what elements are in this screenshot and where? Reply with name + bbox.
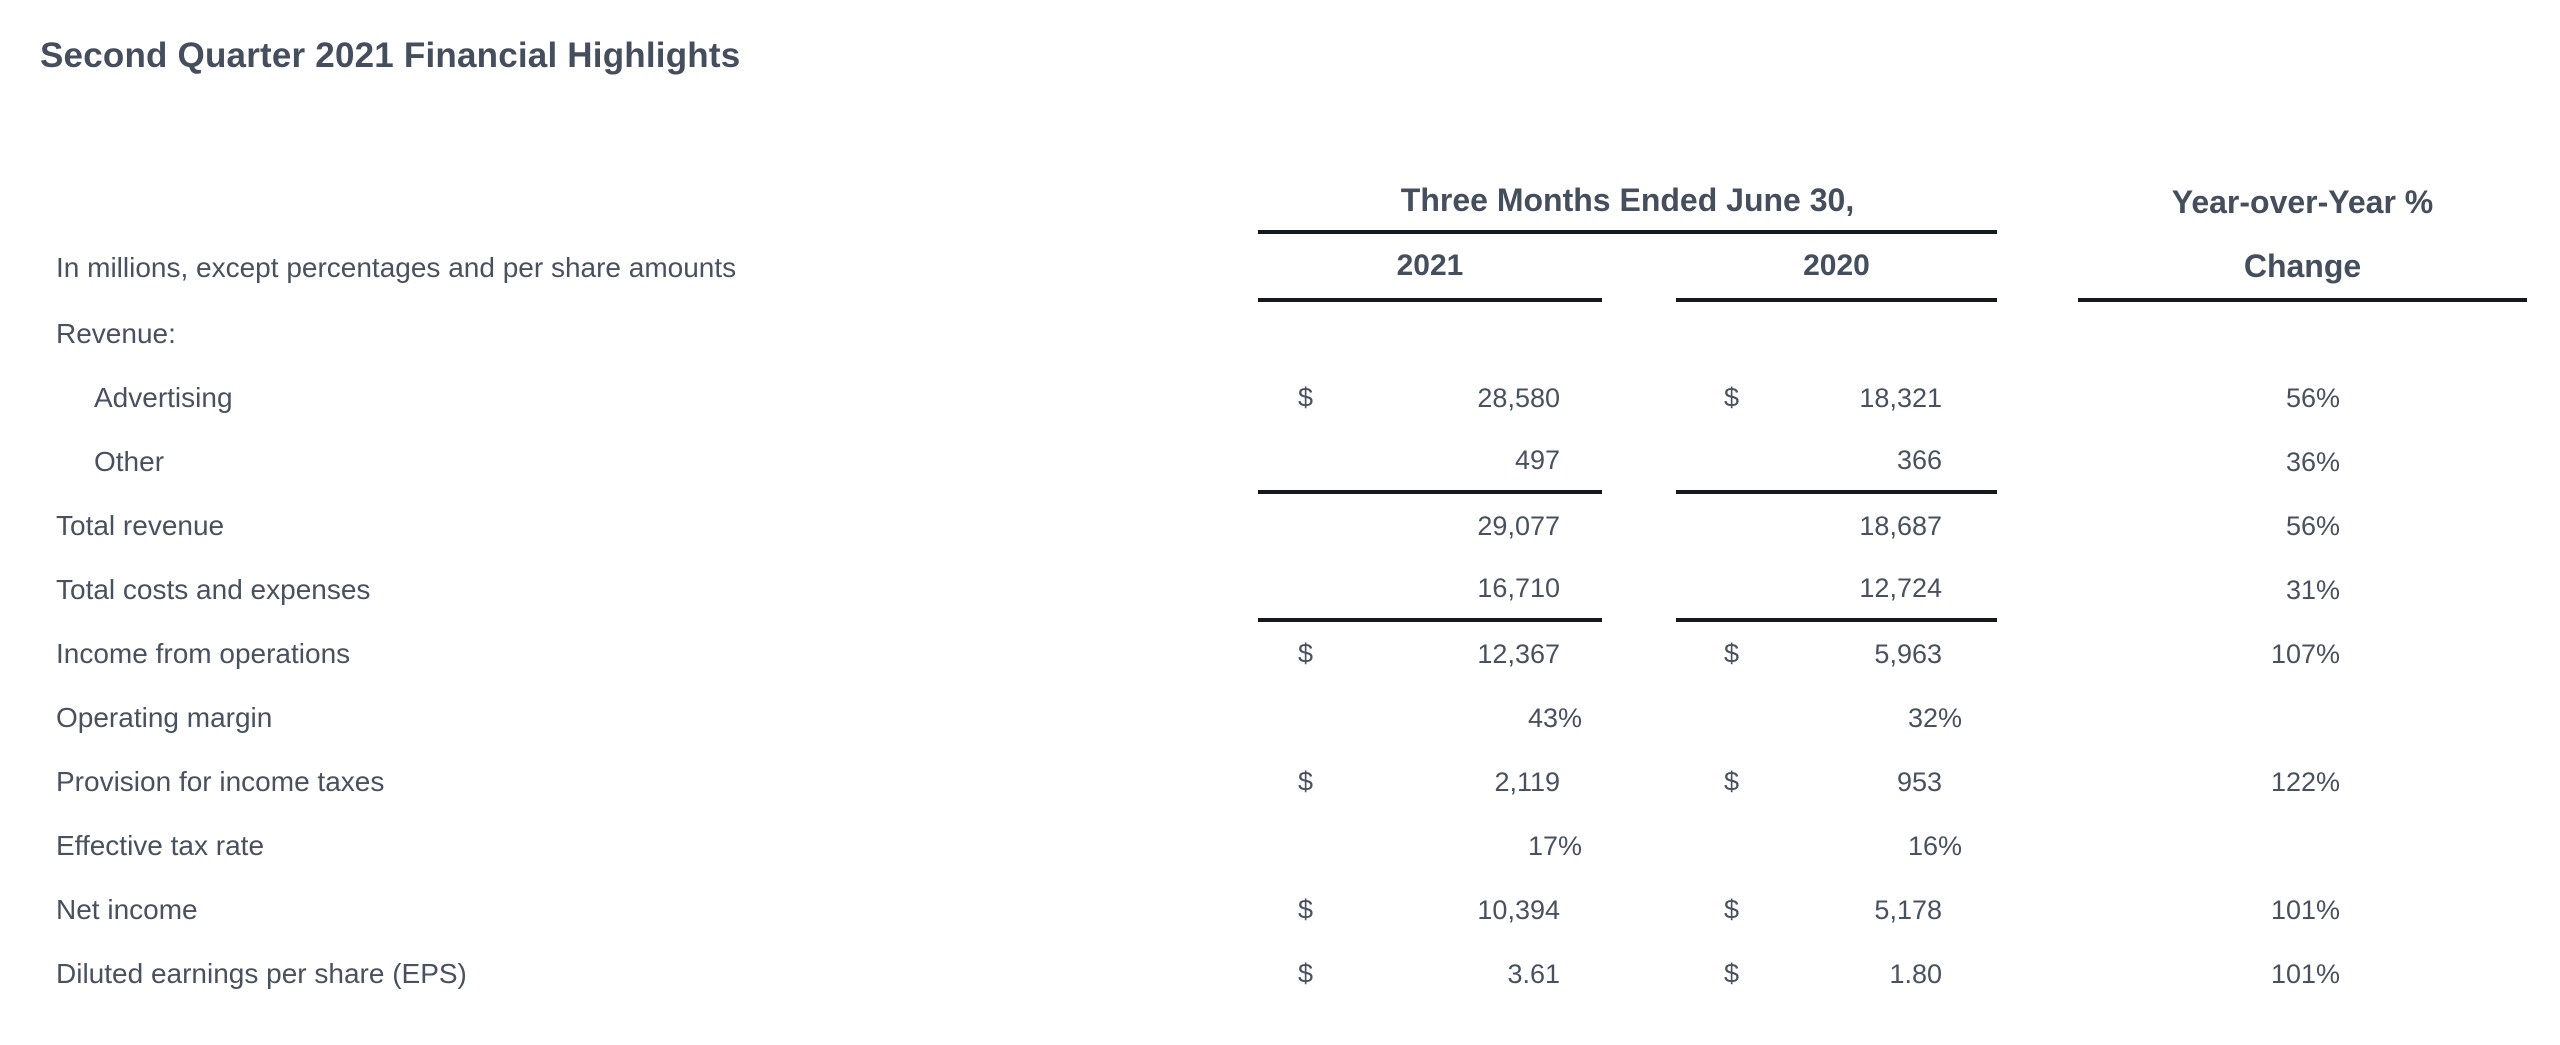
value-2021: 43% [1527, 702, 1582, 733]
value-2020: 5,178 [1874, 894, 1942, 925]
table-row-income-from-operations: Income from operations $12,367 $5,963 10… [40, 622, 2527, 686]
yoy-header-line2: Change [2078, 234, 2527, 302]
yoy-header-line1: Year-over-Year % [2171, 183, 2434, 220]
yoy-value: 122% [2270, 766, 2340, 797]
value-2021: 12,367 [1477, 638, 1560, 669]
table-row-total-costs: Total costs and expenses 16,710 12,724 3… [40, 558, 2527, 622]
table-row-other: Other 497 366 36% [40, 430, 2527, 494]
table-row-advertising: Advertising $28,580 $18,321 56% [40, 366, 2527, 430]
row-label: Effective tax rate [56, 830, 265, 861]
year-2021-header: 2021 [1258, 234, 1602, 302]
value-2020: 18,321 [1859, 382, 1942, 413]
row-label: Other [94, 446, 165, 477]
row-label: Total costs and expenses [56, 574, 371, 605]
dollar-sign: $ [1298, 894, 1314, 925]
dollar-sign: $ [1724, 638, 1740, 669]
yoy-value: 56% [2285, 510, 2340, 541]
yoy-value [2078, 814, 2527, 878]
dollar-sign: $ [1724, 766, 1740, 797]
yoy-value [2078, 302, 2527, 366]
value-2021: 3.61 [1507, 958, 1560, 989]
value-2020: 5,963 [1874, 638, 1942, 669]
period-header: Three Months Ended June 30, [1258, 170, 1997, 234]
value-2021: 10,394 [1477, 894, 1560, 925]
value-2021: 16,710 [1477, 572, 1560, 603]
dollar-sign: $ [1724, 382, 1740, 413]
dollar-sign: $ [1724, 958, 1740, 989]
value-2020: 16% [1907, 830, 1962, 861]
dollar-sign: $ [1298, 382, 1314, 413]
units-note: In millions, except percentages and per … [56, 252, 737, 283]
value-2020: 953 [1896, 766, 1942, 797]
table-row-provision-income-taxes: Provision for income taxes $2,119 $953 1… [40, 750, 2527, 814]
yoy-value: 36% [2285, 446, 2340, 477]
dollar-sign: $ [1298, 638, 1314, 669]
yoy-value: 56% [2285, 382, 2340, 413]
value-2021: 29,077 [1477, 510, 1560, 541]
financial-highlights-table: Three Months Ended June 30, Year-over-Ye… [40, 170, 2527, 1006]
dollar-sign: $ [1298, 766, 1314, 797]
value-2020: 1.80 [1889, 958, 1942, 989]
row-label: Total revenue [56, 510, 225, 541]
value-2020: 12,724 [1859, 572, 1942, 603]
value-2021: 2,119 [1494, 766, 1560, 797]
row-label: Revenue: [56, 318, 176, 349]
table-header-row-period: Three Months Ended June 30, Year-over-Ye… [40, 170, 2527, 234]
value-2021: 17% [1527, 830, 1582, 861]
year-2020-header: 2020 [1676, 234, 1997, 302]
value-2020: 32% [1907, 702, 1962, 733]
table-row-diluted-eps: Diluted earnings per share (EPS) $3.61 $… [40, 942, 2527, 1006]
table-row-total-revenue: Total revenue 29,077 18,687 56% [40, 494, 2527, 558]
row-label: Advertising [94, 382, 233, 413]
yoy-value: 101% [2270, 958, 2340, 989]
value-2020: 366 [1896, 444, 1942, 475]
row-label: Income from operations [56, 638, 351, 669]
dollar-sign: $ [1724, 894, 1740, 925]
value-2020: 18,687 [1859, 510, 1942, 541]
row-label: Diluted earnings per share (EPS) [56, 958, 467, 989]
table-row-effective-tax-rate: Effective tax rate 17% 16% [40, 814, 2527, 878]
yoy-value [2078, 686, 2527, 750]
yoy-value: 31% [2285, 574, 2340, 605]
dollar-sign: $ [1298, 958, 1314, 989]
row-label: Operating margin [56, 702, 273, 733]
table-row-revenue-section: Revenue: [40, 302, 2527, 366]
value-2021: 28,580 [1477, 382, 1560, 413]
table-row-net-income: Net income $10,394 $5,178 101% [40, 878, 2527, 942]
row-label: Net income [56, 894, 198, 925]
value-2021: 497 [1514, 444, 1560, 475]
page-title: Second Quarter 2021 Financial Highlights [40, 36, 741, 75]
table-header-row-years: In millions, except percentages and per … [40, 234, 2527, 302]
yoy-value: 107% [2270, 638, 2340, 669]
yoy-value: 101% [2270, 894, 2340, 925]
table-row-operating-margin: Operating margin 43% 32% [40, 686, 2527, 750]
row-label: Provision for income taxes [56, 766, 385, 797]
